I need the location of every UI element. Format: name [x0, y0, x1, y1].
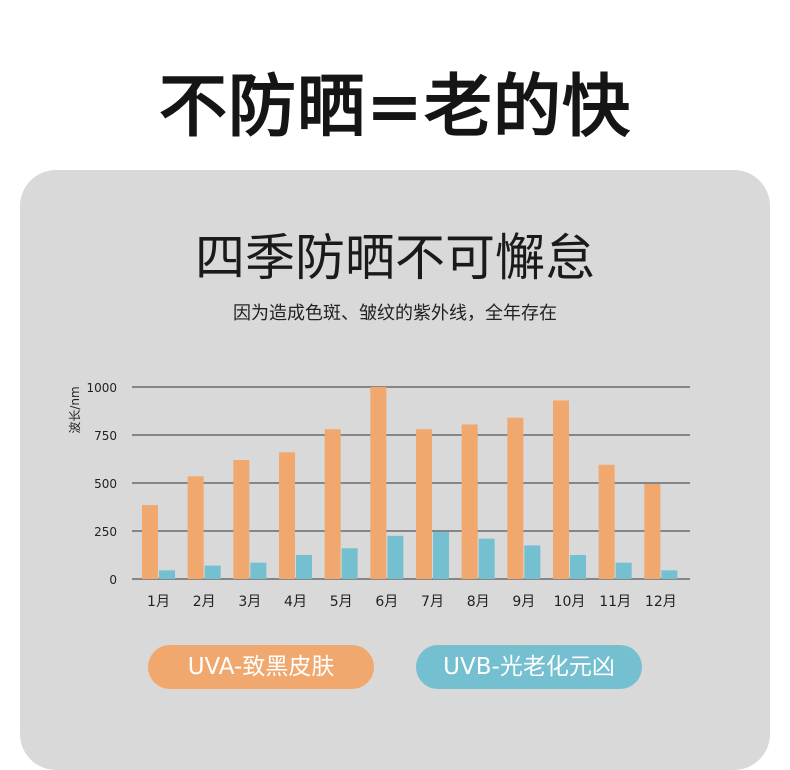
bar-uva	[644, 483, 661, 579]
bar-uvb	[159, 570, 175, 579]
bar-uva	[507, 417, 524, 579]
bar-uva	[598, 464, 615, 579]
x-tick-label: 10月	[554, 594, 586, 610]
bar-uvb	[296, 555, 312, 579]
x-tick-label: 1月	[147, 594, 170, 610]
bar-uvb	[524, 545, 541, 579]
bar-uvb	[387, 535, 404, 579]
x-tick-label: 11月	[599, 594, 631, 610]
chart-card	[20, 170, 770, 770]
y-tick-label: 1000	[86, 381, 117, 395]
x-tick-label: 9月	[512, 594, 535, 610]
y-tick-label: 0	[109, 573, 117, 587]
bar-uvb	[250, 562, 267, 579]
bar-uvb	[615, 562, 632, 579]
bar-uva	[187, 476, 204, 579]
bar-uvb	[661, 570, 678, 579]
x-tick-label: 7月	[421, 594, 444, 610]
y-tick-label: 750	[94, 429, 117, 443]
y-tick-label: 250	[94, 525, 117, 539]
legend-uvb-badge: UVB-光老化元凶	[416, 645, 642, 689]
uv-bar-chart: 0 250 500 750 1000 波长/nm 1月 2月 3月 4月 5月 6月 7月 8月 9月 10月…	[68, 381, 690, 610]
bar-uvb	[570, 555, 586, 579]
bar-uvb	[341, 548, 358, 579]
main-headline: 不防晒=老的快	[159, 68, 631, 147]
x-tick-label: 8月	[467, 594, 490, 610]
bar-uva	[279, 452, 295, 579]
card-caption: 因为造成色斑、皱纹的紫外线，全年存在	[233, 303, 557, 324]
x-tick-label: 12月	[645, 594, 677, 610]
bar-uva	[553, 400, 569, 579]
x-tick-label: 4月	[284, 594, 307, 610]
x-tick-label: 2月	[193, 594, 216, 610]
bar-uvb	[204, 565, 221, 579]
bar-uva	[461, 424, 478, 579]
x-tick-label: 3月	[238, 594, 261, 610]
bar-uvb	[433, 531, 449, 579]
y-axis-label: 波长/nm	[68, 386, 82, 433]
x-tick-label: 6月	[375, 594, 398, 610]
bar-uvb	[478, 538, 495, 579]
card-subtitle: 四季防晒不可懈怠	[195, 229, 595, 287]
bar-uva	[416, 429, 432, 579]
legend-uva-badge: UVA-致黑皮肤	[148, 645, 374, 689]
bar-uva	[233, 459, 250, 579]
bar-uva	[142, 505, 158, 579]
y-tick-label: 500	[94, 477, 117, 491]
bar-uva	[324, 429, 341, 579]
bar-uva	[370, 387, 387, 579]
x-tick-label: 5月	[330, 594, 353, 610]
